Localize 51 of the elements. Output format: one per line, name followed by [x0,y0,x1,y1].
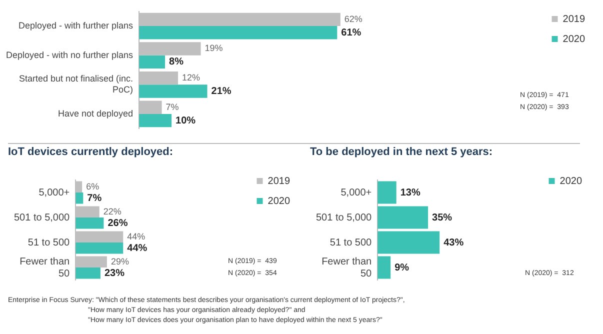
legend-label: 2020 [562,34,586,45]
y-tick-label: Deployed - with further plans [18,20,134,31]
data-label: 26% [108,218,128,229]
bar [378,181,396,204]
data-label: 44% [127,231,146,242]
data-label: 43% [444,237,464,248]
y-tick-label: Deployed - with no further plans [6,50,134,60]
y-tick-label: Have not deployed [58,108,134,118]
data-label: 61% [341,27,362,38]
data-label: 23% [104,268,125,279]
bar [76,242,124,254]
y-tick-label: Started but not finalised (inc. PoC) [18,74,134,95]
bar [76,268,100,279]
legend-label: 2020 [268,196,290,207]
legend-label: 2019 [268,176,290,187]
chart-title: To be deployed in the next 5 years: [310,146,493,158]
data-label: 7% [87,192,102,204]
bar [378,231,440,254]
y-tick-label: Fewer than 50 [20,256,70,280]
bar [139,26,338,40]
data-label: 9% [394,262,410,274]
bar [378,256,391,279]
y-tick-label: Fewer than 50 [322,256,372,280]
data-label: 22% [103,206,122,216]
data-label: 8% [169,56,184,68]
legend-label: 2019 [562,14,586,25]
bar [139,84,208,98]
data-label: 62% [344,14,362,24]
bar [139,114,172,128]
chart-title: IoT devices currently deployed: [8,146,174,158]
y-tick-label: 51 to 500 [330,237,372,248]
bar [378,206,428,229]
bar [76,192,84,204]
data-label: 29% [110,256,129,266]
y-tick-label: 5,000+ [38,187,70,198]
data-label: 44% [127,242,148,254]
bar [76,218,104,229]
y-tick-label: 501 to 5,000 [316,212,372,224]
y-tick-label: 5,000+ [340,187,372,198]
data-label: 7% [166,102,179,112]
data-label: 21% [211,86,232,97]
bar [139,55,166,69]
data-label: 35% [432,212,452,224]
data-label: 10% [176,115,196,126]
data-label: 6% [86,181,100,192]
legend-label: 2020 [560,176,582,187]
data-label: 19% [204,43,223,54]
y-tick-label: 501 to 5,000 [14,212,70,224]
y-tick-label: 51 to 500 [28,237,70,248]
data-label: 13% [400,187,420,198]
data-label: 12% [182,72,200,83]
